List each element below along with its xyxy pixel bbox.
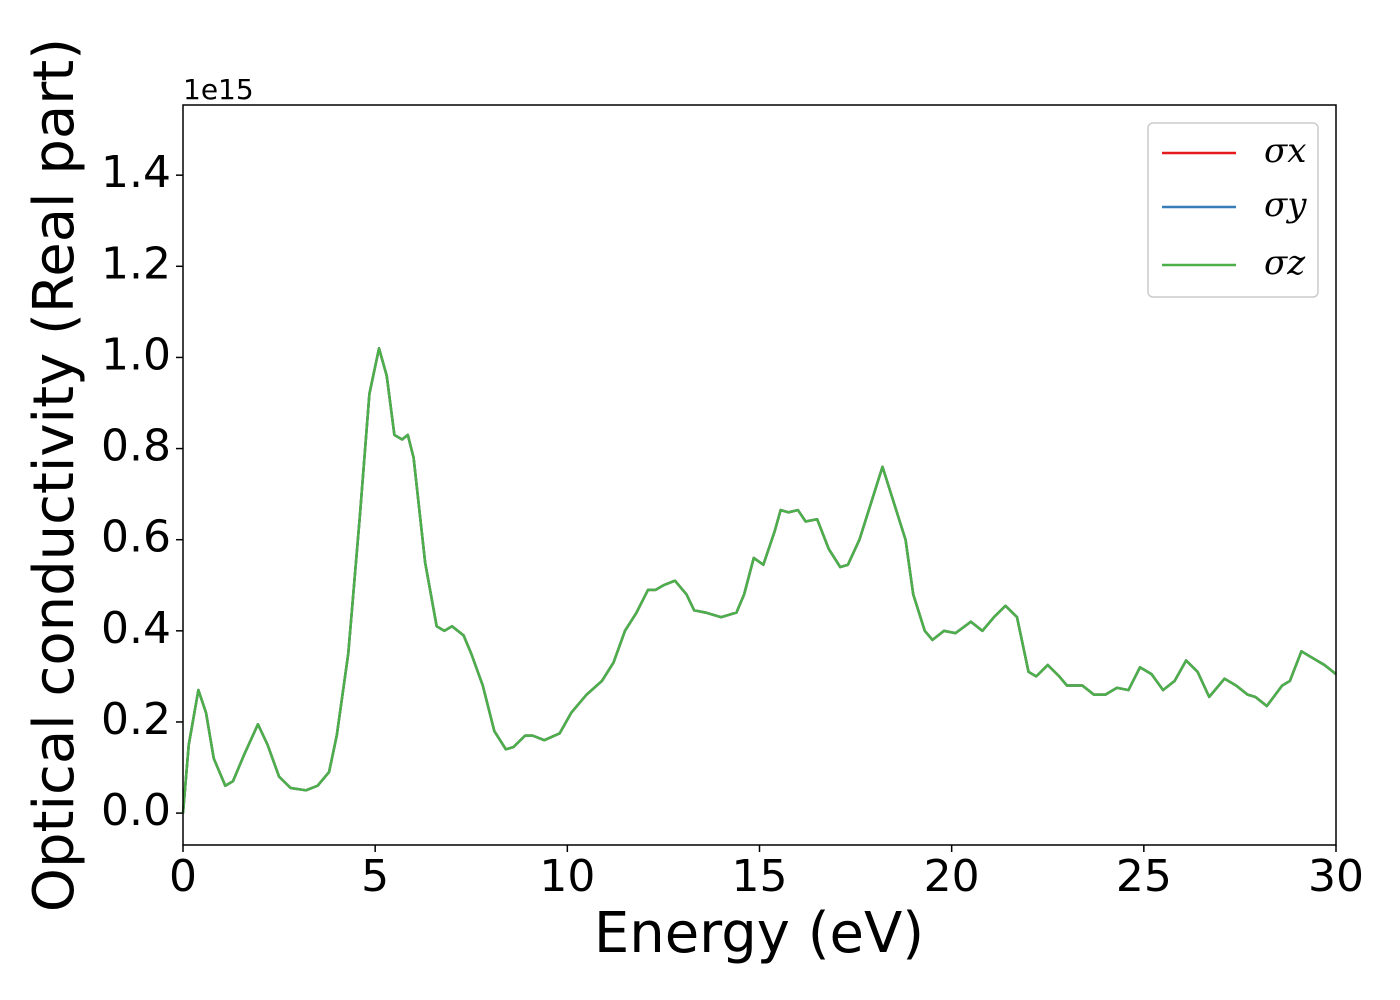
legend-box [1147, 122, 1319, 298]
x-tick-label: 20 [924, 851, 980, 902]
plot-area [183, 105, 1336, 845]
y-tick-label: 0.2 [101, 694, 171, 745]
x-tick-label: 0 [169, 851, 197, 902]
y-tick-label: 0.0 [101, 785, 171, 836]
y-offset-text: 1e15 [183, 73, 254, 106]
y-tick-label: 0.4 [101, 603, 171, 654]
x-tick-label: 30 [1308, 851, 1364, 902]
y-tick-label: 1.0 [101, 329, 171, 380]
legend-label: σy [1264, 185, 1307, 225]
x-tick-label: 15 [732, 851, 788, 902]
plot-frame [182, 104, 1337, 846]
y-tick-label: 0.6 [101, 512, 171, 563]
x-tick-label: 25 [1116, 851, 1172, 902]
legend-label: σx [1264, 131, 1306, 171]
legend-label: σz [1264, 243, 1306, 283]
y-tick-label: 1.2 [101, 238, 171, 289]
y-tick-label: 1.4 [101, 147, 171, 198]
y-axis-label: Optical conductivity (Real part) [22, 38, 87, 912]
x-tick-label: 5 [361, 851, 389, 902]
y-tick-label: 0.8 [101, 421, 171, 472]
series-line [181, 347, 1337, 814]
x-tick-label: 10 [539, 851, 595, 902]
x-axis-label: Energy (eV) [594, 901, 924, 966]
